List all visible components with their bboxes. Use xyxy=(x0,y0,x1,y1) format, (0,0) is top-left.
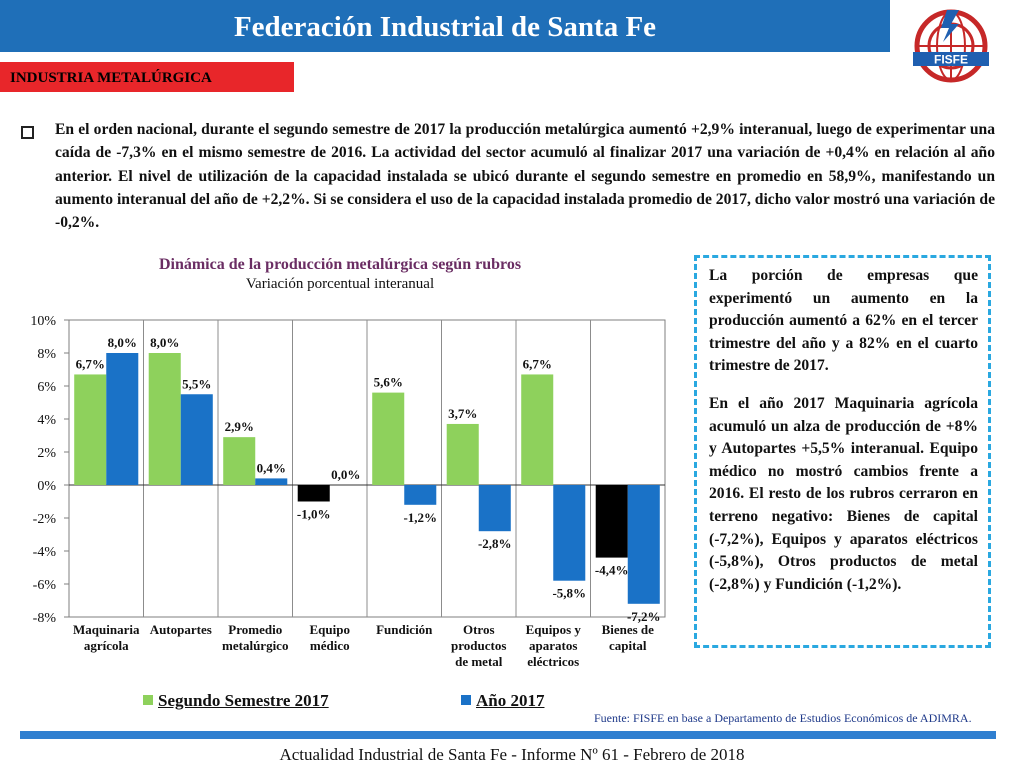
x-category-label: Promedio xyxy=(228,622,282,637)
x-category-label: Fundición xyxy=(376,622,433,637)
intro-paragraph: En el orden nacional, durante el segundo… xyxy=(55,121,995,232)
bullet-checkbox-icon xyxy=(21,126,34,139)
data-label: 5,5% xyxy=(182,376,211,391)
y-tick-label: -6% xyxy=(33,578,57,593)
source-note: Fuente: FISFE en base a Departamento de … xyxy=(594,711,972,725)
bar-ano-2017 xyxy=(553,485,586,581)
legend-swatch-series-1 xyxy=(143,695,153,705)
bar-chart: 10%8%6%4%2%0%-2%-4%-6%-8%6,7%8,0%2,9%-1,… xyxy=(30,314,666,669)
footer-text: Actualidad Industrial de Santa Fe - Info… xyxy=(279,745,745,764)
y-tick-label: 6% xyxy=(37,380,56,395)
x-category-label: Bienes de xyxy=(602,622,655,637)
x-category-label: Maquinaria xyxy=(73,622,140,637)
fisfe-logo: FISFE xyxy=(913,9,989,83)
x-category-label: Otros xyxy=(463,622,495,637)
logo-text: FISFE xyxy=(934,53,968,67)
x-category-label: Autopartes xyxy=(150,622,212,637)
side-note-box: La porción de empresas que experimentó u… xyxy=(694,255,991,648)
y-tick-label: 0% xyxy=(37,479,56,494)
bar-ano-2017 xyxy=(255,478,288,485)
data-label: -2,8% xyxy=(478,536,512,551)
legend-item-series-1: Segundo Semestre 2017 xyxy=(143,690,329,712)
y-tick-label: -4% xyxy=(33,545,57,560)
x-category-label: Equipos y xyxy=(526,622,582,637)
x-category-label: médico xyxy=(310,638,350,653)
side-note-paragraph-1: La porción de empresas que experimentó u… xyxy=(709,267,978,375)
data-label: -7,2% xyxy=(627,609,661,624)
data-label: 0,4% xyxy=(257,460,286,475)
bar-segundo-semestre xyxy=(595,485,628,558)
data-label: 8,0% xyxy=(150,335,179,350)
data-label: 0,0% xyxy=(331,467,360,482)
chart-title: Dinámica de la producción metalúrgica se… xyxy=(158,256,522,273)
bar-segundo-semestre xyxy=(223,437,256,485)
bar-segundo-semestre xyxy=(372,392,405,485)
data-label: 3,7% xyxy=(448,406,477,421)
y-tick-label: 4% xyxy=(37,413,56,428)
bar-ano-2017 xyxy=(180,394,213,485)
bar-segundo-semestre xyxy=(148,353,181,485)
legend-label-series-2: Año 2017 xyxy=(476,691,545,710)
side-note-paragraph-2: En el año 2017 Maquinaria agrícola acumu… xyxy=(709,394,978,593)
x-category-label: aparatos xyxy=(529,638,577,653)
data-label: 8,0% xyxy=(108,335,137,350)
data-label: -4,4% xyxy=(595,563,629,578)
legend-label-series-1: Segundo Semestre 2017 xyxy=(158,691,329,710)
y-tick-label: -8% xyxy=(33,611,57,626)
data-label: -1,0% xyxy=(297,507,331,522)
x-category-label: Equipo xyxy=(310,622,350,637)
x-category-label: productos xyxy=(451,638,506,653)
data-label: -1,2% xyxy=(403,510,437,525)
y-tick-label: 8% xyxy=(37,347,56,362)
bar-segundo-semestre xyxy=(521,374,554,485)
data-label: 6,7% xyxy=(76,356,105,371)
bar-segundo-semestre xyxy=(297,485,330,502)
bar-segundo-semestre xyxy=(446,423,479,485)
bar-ano-2017 xyxy=(627,485,660,604)
footer-bar xyxy=(20,731,996,739)
header-bar xyxy=(0,0,890,52)
x-category-label: eléctricos xyxy=(527,654,579,669)
x-category-label: de metal xyxy=(455,654,503,669)
chart-subtitle: Variación porcentual interanual xyxy=(245,276,435,292)
data-label: 2,9% xyxy=(225,419,254,434)
y-tick-label: 2% xyxy=(37,446,56,461)
data-label: 6,7% xyxy=(523,356,552,371)
y-tick-label: 10% xyxy=(30,314,56,329)
bar-ano-2017 xyxy=(106,353,139,485)
section-label: INDUSTRIA METALÚRGICA xyxy=(0,62,294,92)
x-category-label: capital xyxy=(609,638,647,653)
bar-ano-2017 xyxy=(478,485,511,532)
y-tick-label: -2% xyxy=(33,512,57,527)
legend-swatch-series-2 xyxy=(461,695,471,705)
bar-segundo-semestre xyxy=(74,374,107,485)
data-label: 5,6% xyxy=(374,375,403,390)
x-category-label: agrícola xyxy=(84,638,129,653)
page-title: Federación Industrial de Santa Fe xyxy=(233,11,657,43)
legend-item-series-2: Año 2017 xyxy=(461,690,544,712)
bar-ano-2017 xyxy=(404,485,437,505)
x-category-label: metalúrgico xyxy=(222,638,288,653)
data-label: -5,8% xyxy=(552,586,586,601)
